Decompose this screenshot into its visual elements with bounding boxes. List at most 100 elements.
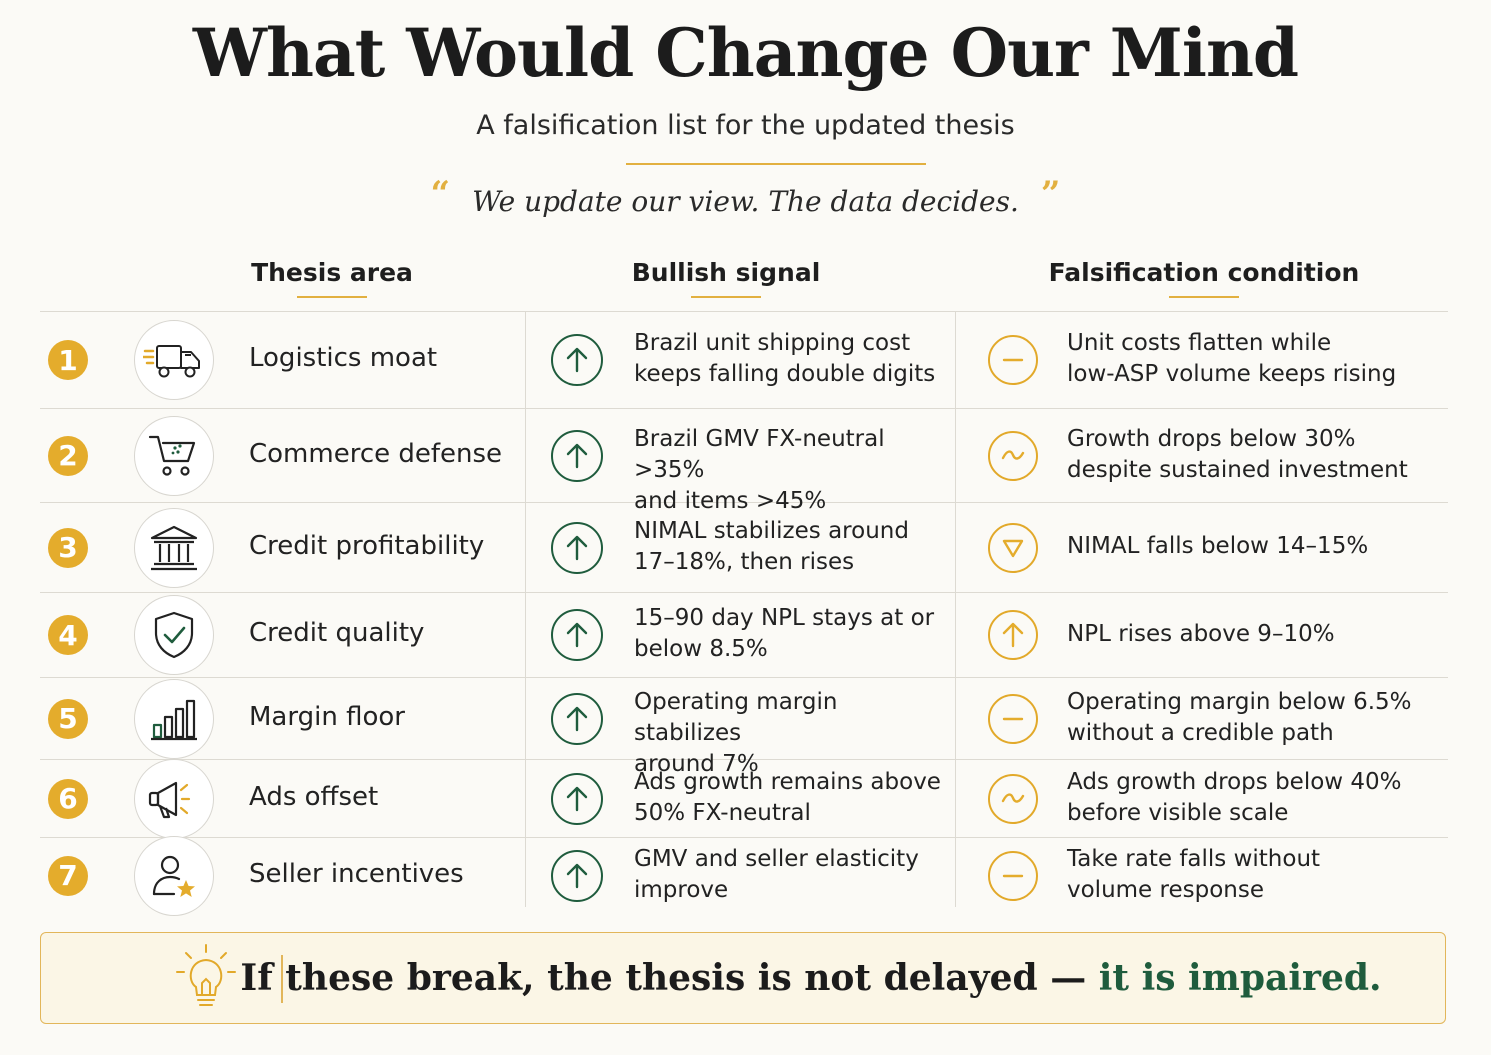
falsification-text: Take rate falls without volume response bbox=[1067, 844, 1437, 906]
truck-icon bbox=[134, 320, 214, 400]
banner-divider bbox=[281, 955, 283, 1003]
quote-text: We update our view. The data decides. bbox=[472, 185, 1019, 218]
falsification-line: Operating margin below 6.5% bbox=[1067, 688, 1412, 715]
signal-line: Brazil unit shipping cost bbox=[634, 330, 911, 356]
thesis-area-label: Logistics moat bbox=[249, 343, 438, 373]
header-underline bbox=[297, 296, 367, 298]
minus-icon bbox=[988, 335, 1038, 385]
falsification-line: Growth drops below 30% bbox=[1067, 425, 1356, 452]
signal-line: 17–18%, then rises bbox=[634, 548, 855, 575]
banner-text-main: If these break, the thesis is not delaye… bbox=[240, 957, 1099, 999]
bar-chart-icon bbox=[134, 678, 214, 759]
row-number-badge: 4 bbox=[48, 615, 88, 655]
falsification-line: despite sustained investment bbox=[1067, 456, 1408, 483]
signal-line: 50% FX-neutral bbox=[634, 799, 811, 826]
falsification-table: 1 Logistics moat Brazil unit shipping co… bbox=[40, 311, 1448, 916]
shield-check-icon bbox=[134, 595, 214, 675]
row-number-badge: 5 bbox=[48, 698, 88, 739]
row-number-badge: 2 bbox=[48, 435, 88, 476]
falsification-line: NIMAL falls below 14–15% bbox=[1067, 533, 1369, 559]
signal-line: improve bbox=[634, 876, 729, 903]
lightbulb-icon bbox=[169, 941, 243, 1019]
signal-line: Operating margin stabilizes bbox=[634, 688, 838, 746]
arrow-up-icon bbox=[551, 429, 603, 482]
arrow-up-icon bbox=[551, 692, 603, 745]
bullish-signal-text: Ads growth remains above 50% FX-neutral bbox=[634, 767, 944, 829]
tilde-icon bbox=[988, 430, 1038, 481]
signal-line: NIMAL stabilizes around bbox=[634, 517, 909, 544]
minus-icon bbox=[988, 693, 1038, 744]
arrow-up-icon bbox=[551, 772, 603, 825]
page-title: What Would Change Our Mind bbox=[192, 14, 1299, 92]
thesis-area-label: Credit profitability bbox=[249, 530, 485, 561]
header-underline bbox=[691, 296, 761, 298]
banner-text-emphasis: it is impaired. bbox=[1098, 957, 1382, 999]
quote: “ We update our view. The data decides. ” bbox=[0, 174, 1491, 220]
title-divider bbox=[626, 163, 926, 165]
row-number-badge: 7 bbox=[48, 855, 88, 896]
bullish-signal-text: Operating margin stabilizes around 7% bbox=[634, 687, 944, 780]
column-header-bullish-signal: Bullish signal bbox=[596, 258, 856, 298]
table-row: 4 Credit quality 15–90 day NPL stays at … bbox=[40, 593, 1448, 678]
bullish-signal-text: Brazil GMV FX-neutral >35% and items >45% bbox=[634, 424, 944, 517]
falsification-line: before visible scale bbox=[1067, 799, 1289, 826]
user-star-icon bbox=[134, 835, 214, 916]
page-subtitle: A falsification list for the updated the… bbox=[476, 110, 1015, 141]
row-number-badge: 3 bbox=[48, 527, 88, 568]
falsification-text: NIMAL falls below 14–15% bbox=[1067, 531, 1437, 562]
bullish-signal-text: GMV and seller elasticity improve bbox=[634, 844, 944, 906]
tilde-icon bbox=[988, 773, 1038, 824]
header-underline bbox=[1169, 296, 1239, 298]
thesis-area-label: Credit quality bbox=[249, 618, 425, 648]
falsification-text: Operating margin below 6.5% without a cre… bbox=[1067, 687, 1437, 749]
arrow-up-icon bbox=[551, 521, 603, 574]
arrow-up-icon bbox=[551, 609, 603, 661]
bullish-signal-text: Brazil unit shipping cost keeps falling d… bbox=[634, 328, 944, 390]
column-divider bbox=[525, 311, 526, 907]
falsification-line: volume response bbox=[1067, 876, 1264, 903]
row-number-badge: 6 bbox=[48, 778, 88, 819]
falsification-line: NPL rises above 9–10% bbox=[1067, 620, 1335, 647]
table-row: 5 Margin floor Operating margin stabiliz… bbox=[40, 678, 1448, 777]
falsification-text: Growth drops below 30% despite sustained … bbox=[1067, 424, 1437, 486]
falsification-text: Unit costs flatten while low-ASP volume k… bbox=[1067, 328, 1437, 390]
falsification-text: NPL rises above 9–10% bbox=[1067, 619, 1437, 650]
table-row: 7 Seller incentives GMV and seller elast… bbox=[40, 835, 1448, 916]
falsification-line: without a credible path bbox=[1067, 719, 1334, 746]
signal-line: and items >45% bbox=[634, 487, 827, 514]
close-quote-mark: ” bbox=[1040, 174, 1061, 214]
arrow-up-icon bbox=[551, 849, 603, 902]
row-number-badge: 1 bbox=[48, 340, 88, 380]
falsification-text: Ads growth drops below 40% before visible… bbox=[1067, 767, 1437, 829]
column-header-label: Bullish signal bbox=[631, 258, 821, 287]
bullish-signal-text: 15–90 day NPL stays at or below 8.5% bbox=[634, 603, 944, 665]
falsification-line: Unit costs flatten while bbox=[1067, 330, 1332, 356]
triangle-down-icon bbox=[988, 522, 1038, 573]
column-divider bbox=[955, 311, 956, 907]
table-row: 3 Credit profitability NIMAL stabilizes … bbox=[40, 503, 1448, 593]
signal-line: keeps falling double digits bbox=[634, 361, 936, 387]
signal-line: 15–90 day NPL stays at or bbox=[634, 605, 935, 631]
signal-line: Ads growth remains above bbox=[634, 768, 941, 795]
conclusion-banner: If these break, the thesis is not delaye… bbox=[40, 932, 1446, 1024]
arrow-up-icon bbox=[551, 334, 603, 386]
arrow-up-icon bbox=[988, 610, 1038, 660]
falsification-line: Ads growth drops below 40% bbox=[1067, 768, 1402, 795]
column-header-thesis-area: Thesis area bbox=[212, 258, 452, 298]
thesis-area-label: Seller incentives bbox=[249, 858, 464, 889]
minus-icon bbox=[988, 850, 1038, 901]
megaphone-icon bbox=[134, 758, 214, 839]
falsification-line: low-ASP volume keeps rising bbox=[1067, 361, 1397, 387]
signal-line: Brazil GMV FX-neutral >35% bbox=[634, 425, 885, 483]
column-header-label: Falsification condition bbox=[1048, 258, 1360, 287]
signal-line: around 7% bbox=[634, 750, 759, 777]
thesis-area-label: Ads offset bbox=[249, 781, 379, 812]
column-header-falsification: Falsification condition bbox=[1044, 258, 1364, 298]
falsification-line: Take rate falls without bbox=[1067, 845, 1321, 872]
signal-line: below 8.5% bbox=[634, 636, 768, 662]
table-row: 2 Commerce defense Brazil GMV FX-neutral… bbox=[40, 409, 1448, 514]
shopping-cart-icon bbox=[134, 415, 214, 496]
column-header-label: Thesis area bbox=[251, 258, 413, 287]
open-quote-mark: “ bbox=[430, 174, 451, 214]
thesis-area-label: Margin floor bbox=[249, 701, 405, 732]
